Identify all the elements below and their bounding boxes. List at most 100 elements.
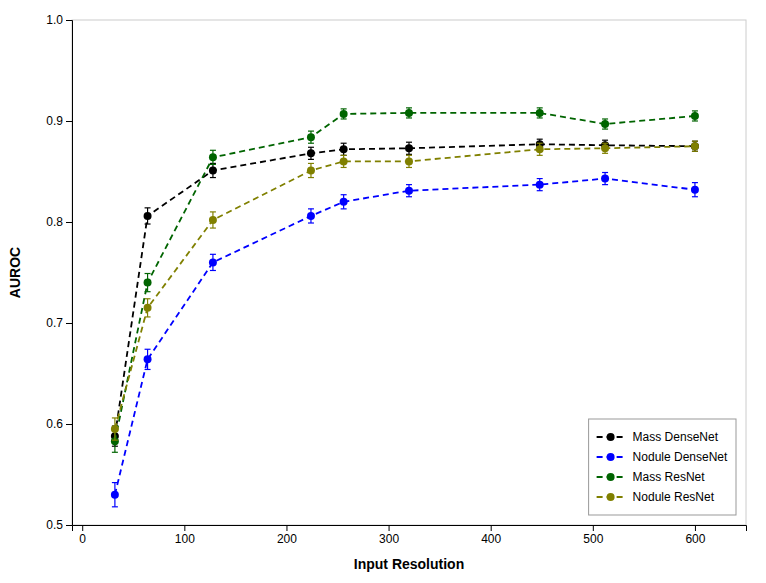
legend-marker [607,433,615,441]
error-bar-cap [308,143,314,144]
legend-box [589,419,736,515]
x-axis-title: Input Resolution [354,556,464,572]
error-bar-cap [406,184,412,185]
error-bar [602,119,608,129]
error-bar-cap [692,196,698,197]
data-point [209,258,217,266]
error-bar-cap [692,182,698,183]
legend-label: Nodule DenseNet [633,450,728,464]
error-bar-cap [308,147,314,148]
error-bar [692,111,698,121]
y-tick-mark [66,222,72,223]
error-bar-cap [308,222,314,223]
error-bar-cap [602,118,608,119]
x-tick-label: 400 [481,532,501,546]
x-tick: 100 [175,525,195,546]
x-tick-mark [82,525,83,531]
series [111,108,699,452]
legend-item: Mass ResNet [597,470,706,484]
data-point [144,304,152,312]
error-bar [602,143,608,153]
y-tick: 0.7 [46,316,72,330]
y-tick-mark [66,323,72,324]
error-bar-cap [145,273,151,274]
data-point [340,198,348,206]
error-bar [692,183,698,197]
plot: 01002003004005006000.50.60.70.80.91.0Mas… [46,13,746,545]
x-tick-label: 300 [379,532,399,546]
error-bar [341,155,347,167]
data-point [209,153,217,161]
error-bar-cap [692,151,698,152]
x-tick: 500 [583,525,603,546]
data-point [601,144,609,152]
error-bar-cap [602,184,608,185]
error-bar-cap [210,150,216,151]
data-point [405,187,413,195]
error-bar-cap [341,155,347,156]
error-bar [406,155,412,167]
series-line [115,144,695,436]
y-tick-mark [66,525,72,526]
error-bar-cap [602,128,608,129]
data-point [691,186,699,194]
x-tick-label: 500 [583,532,603,546]
series [111,173,699,507]
data-point [111,491,119,499]
legend-marker [607,493,615,501]
y-axis-title: AUROC [7,247,23,298]
legend-marker [607,453,615,461]
y-tick-label: 0.5 [46,518,63,532]
error-bar-cap [537,143,543,144]
error-bar [537,179,543,191]
error-bar-cap [341,108,347,109]
series-line [115,113,695,441]
data-point [307,167,315,175]
series [111,141,699,440]
data-point [144,279,152,287]
error-bar [602,173,608,185]
error-bar-cap [602,172,608,173]
legend: Mass DenseNetNodule DenseNetMass ResNetN… [589,419,736,515]
error-bar-cap [406,167,412,168]
x-tick-mark [184,525,185,531]
error-bar-cap [341,208,347,209]
data-point [405,144,413,152]
legend-item: Nodule DenseNet [597,450,728,464]
data-point [536,109,544,117]
data-point [536,181,544,189]
y-axis: 0.50.60.70.80.91.0 [46,13,72,532]
data-point [209,167,217,175]
error-bar-cap [308,208,314,209]
data-point [405,157,413,165]
x-tick-mark [695,525,696,531]
error-bar-cap [692,151,698,152]
error-bar-cap [537,190,543,191]
error-bar-cap [112,452,118,453]
error-bar-cap [537,107,543,108]
x-tick-label: 600 [685,532,705,546]
error-bar [210,163,216,177]
error-bar-cap [537,155,543,156]
error-bar [406,108,412,118]
legend-item: Nodule ResNet [597,490,715,504]
error-bar [537,143,543,155]
x-tick: 600 [685,525,705,546]
error-bar [145,208,151,224]
data-point [340,110,348,118]
legend-label: Nodule ResNet [633,490,715,504]
legend-marker [607,473,615,481]
error-bar-cap [692,120,698,121]
y-tick-label: 0.8 [46,215,63,229]
error-bar-cap [406,196,412,197]
y-tick: 0.8 [46,215,72,229]
data-point [536,145,544,153]
error-bar-cap [112,506,118,507]
y-tick-mark [66,20,72,21]
y-axis-line [66,21,73,526]
error-bar-cap [602,143,608,144]
y-tick-label: 0.6 [46,417,63,431]
y-tick: 0.9 [46,114,72,128]
error-bar-cap [537,139,543,140]
error-bar-cap [692,141,698,142]
